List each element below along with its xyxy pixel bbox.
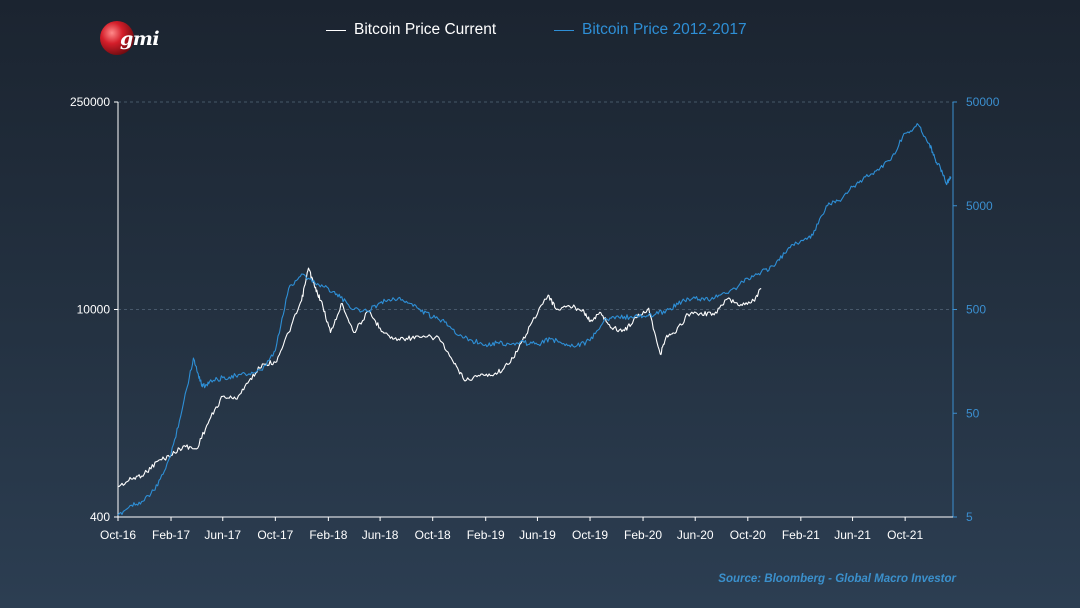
axes-layer: 400 10000 250000 5 50 500 5000 50000 Oct-16 Feb-1… xyxy=(70,95,1000,542)
y-right-tick-label: 5 xyxy=(966,510,973,524)
y-right-tick-label: 50 xyxy=(966,406,980,420)
y-left-tick-label: 250000 xyxy=(70,95,110,109)
series-line-2012-2017 xyxy=(117,123,952,516)
x-tick-label: Feb-19 xyxy=(467,528,505,542)
x-tick-label: Feb-21 xyxy=(782,528,820,542)
x-tick-label: Jun-19 xyxy=(519,528,556,542)
y-right-tick-label: 50000 xyxy=(966,95,1000,109)
grid-layer xyxy=(118,101,953,310)
legend-label-current: Bitcoin Price Current xyxy=(354,21,497,38)
y-left-tick-label: 10000 xyxy=(77,303,111,317)
x-tick-label: Oct-20 xyxy=(730,528,766,542)
x-tick-label: Jun-18 xyxy=(362,528,399,542)
x-tick-label: Oct-17 xyxy=(257,528,293,542)
legend-item-current: Bitcoin Price Current xyxy=(326,21,496,39)
legend-item-2012-2017: Bitcoin Price 2012-2017 xyxy=(554,21,747,39)
logo-text: gmi xyxy=(120,28,160,50)
legend-swatch-2012-2017 xyxy=(554,29,574,31)
legend-label-2012-2017: Bitcoin Price 2012-2017 xyxy=(582,21,747,38)
x-tick-label: Jun-20 xyxy=(677,528,714,542)
chart-legend: Bitcoin Price Current Bitcoin Price 2012… xyxy=(0,21,1080,45)
legend-swatch-current xyxy=(326,29,346,31)
x-tick-label: Oct-21 xyxy=(887,528,923,542)
x-tick-label: Feb-17 xyxy=(152,528,190,542)
gmi-logo: gmi xyxy=(98,18,178,58)
x-tick-label: Oct-19 xyxy=(572,528,608,542)
y-right-tick-label: 500 xyxy=(966,303,986,317)
x-tick-label: Feb-20 xyxy=(624,528,662,542)
series-layer xyxy=(117,123,952,516)
x-tick-label: Feb-18 xyxy=(309,528,347,542)
x-tick-label: Oct-18 xyxy=(415,528,451,542)
x-tick-label: Jun-21 xyxy=(834,528,871,542)
y-left-tick-label: 400 xyxy=(90,510,110,524)
globe-icon xyxy=(100,21,134,55)
x-tick-label: Jun-17 xyxy=(204,528,241,542)
series-line-current xyxy=(117,267,762,488)
x-tick-label: Oct-16 xyxy=(100,528,136,542)
y-right-tick-label: 5000 xyxy=(966,199,993,213)
source-note: Source: Bloomberg - Global Macro Investo… xyxy=(718,573,956,585)
